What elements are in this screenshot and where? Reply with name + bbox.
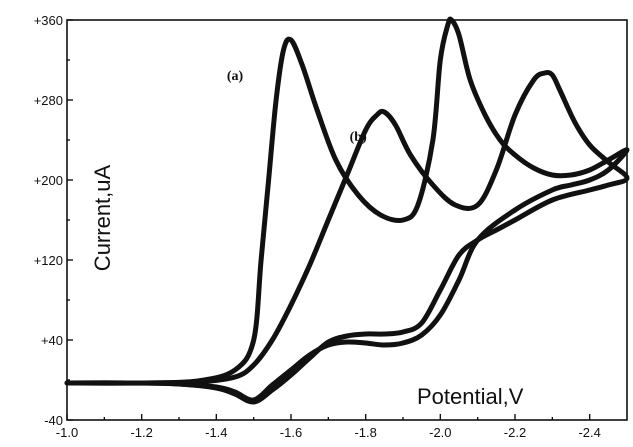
y-tick-label: +200	[34, 173, 63, 188]
annotation-label: (a)	[227, 69, 244, 84]
curves-layer	[64, 16, 630, 405]
y-axis: -40 +40 +120 +200 +280 +360	[34, 13, 73, 428]
x-tick-label: -2.0	[429, 425, 451, 440]
y-tick-label: +280	[34, 93, 63, 108]
annotations: (a) (b)	[227, 69, 367, 145]
x-axis-title: Potential,V	[417, 384, 524, 409]
y-axis-title: Current,uA	[90, 164, 115, 271]
y-tick-label: +120	[34, 253, 63, 268]
x-tick-label: -1.0	[56, 425, 78, 440]
y-tick-label: +360	[34, 13, 63, 28]
x-tick-label: -1.8	[354, 425, 376, 440]
x-tick-label: -2.2	[504, 425, 526, 440]
y-tick-label: +40	[41, 333, 63, 348]
series-line-a	[64, 16, 630, 403]
series-line-b	[64, 70, 630, 405]
x-tick-label: -2.4	[578, 425, 600, 440]
y-tick-label: -40	[44, 413, 63, 428]
x-tick-label: -1.2	[130, 425, 152, 440]
x-tick-label: -1.6	[280, 425, 302, 440]
annotation-label: (b)	[350, 130, 367, 145]
plot-frame	[66, 19, 628, 421]
x-tick-label: -1.4	[205, 425, 227, 440]
x-axis: -1.0 -1.2 -1.4 -1.6 -1.8 -2.0 -2.2 -2.4	[56, 414, 601, 440]
